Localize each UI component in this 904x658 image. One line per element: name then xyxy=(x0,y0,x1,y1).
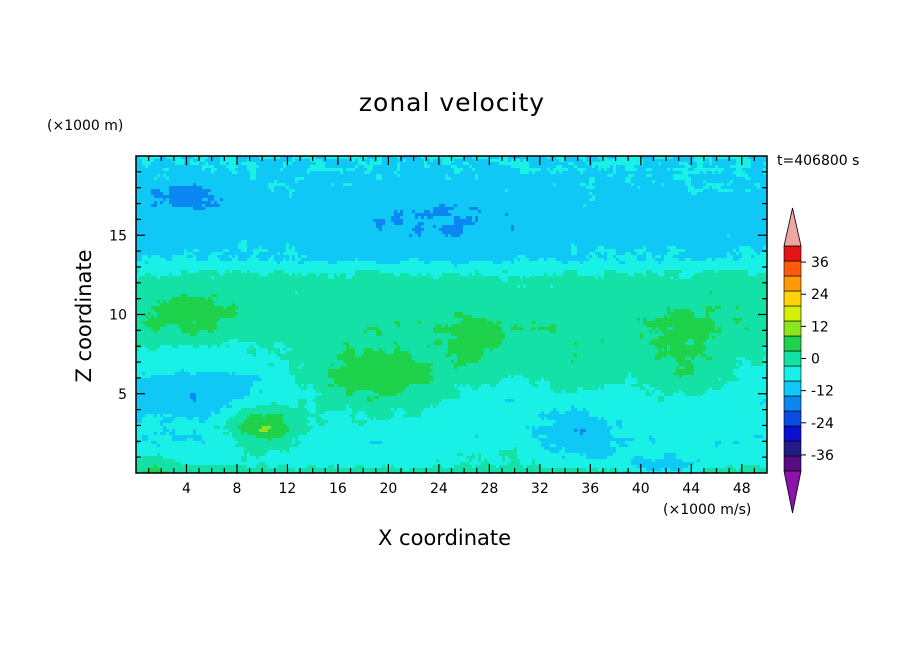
colorbar-tick-label: 0 xyxy=(811,352,820,368)
colorbar-over-triangle xyxy=(784,208,801,246)
x-tick-label: 28 xyxy=(480,481,498,497)
colorbar-segment xyxy=(784,366,801,381)
colorbar: 36 24 12 0 -12 -24 -36 xyxy=(784,208,834,513)
colorbar-segment xyxy=(784,306,801,321)
x-unit-label: (×1000 m/s) xyxy=(663,502,751,518)
colorbar-tick-label: -24 xyxy=(811,416,834,432)
colorbar-tick-label: -36 xyxy=(811,448,834,464)
colorbar-segment xyxy=(784,396,801,411)
x-tick-label: 44 xyxy=(682,481,700,497)
colorbar-segment xyxy=(784,321,801,336)
y-tick-label: 5 xyxy=(118,387,127,403)
x-tick-label: 20 xyxy=(379,481,397,497)
contour-field xyxy=(136,156,767,473)
colorbar-segment xyxy=(784,441,801,456)
x-tick-label: 36 xyxy=(581,481,599,497)
colorbar-segment xyxy=(784,291,801,306)
x-tick-label: 12 xyxy=(279,481,297,497)
colorbar-segment xyxy=(784,276,801,291)
colorbar-segment xyxy=(784,336,801,351)
colorbar-tick-label: 12 xyxy=(811,319,829,335)
colorbar-tick-label: 24 xyxy=(811,287,829,303)
x-tick-label: 32 xyxy=(531,481,549,497)
time-label: t=406800 s xyxy=(777,153,859,169)
x-tick-label: 24 xyxy=(430,481,448,497)
x-axis-label: X coordinate xyxy=(378,526,511,550)
colorbar-segment xyxy=(784,381,801,396)
colorbar-tick-label: 36 xyxy=(811,255,829,271)
x-tick-label: 40 xyxy=(632,481,650,497)
z-unit-label: (×1000 m) xyxy=(47,118,123,134)
colorbar-segment xyxy=(784,351,801,366)
chart-title: zonal velocity xyxy=(0,88,904,117)
y-tick-label: 10 xyxy=(109,308,127,324)
colorbar-tick-label: -12 xyxy=(811,384,834,400)
colorbar-segment xyxy=(784,246,801,261)
colorbar-segment xyxy=(784,411,801,426)
x-tick-label: 16 xyxy=(329,481,347,497)
x-tick-label: 8 xyxy=(232,481,241,497)
colorbar-segment xyxy=(784,426,801,441)
y-tick-label: 15 xyxy=(109,228,127,244)
colorbar-segment xyxy=(784,261,801,276)
colorbar-segment xyxy=(784,456,801,471)
y-axis-label: Z coordinate xyxy=(72,249,96,382)
x-tick-label: 4 xyxy=(182,481,191,497)
x-tick-label: 48 xyxy=(733,481,751,497)
colorbar-under-triangle xyxy=(784,471,801,513)
